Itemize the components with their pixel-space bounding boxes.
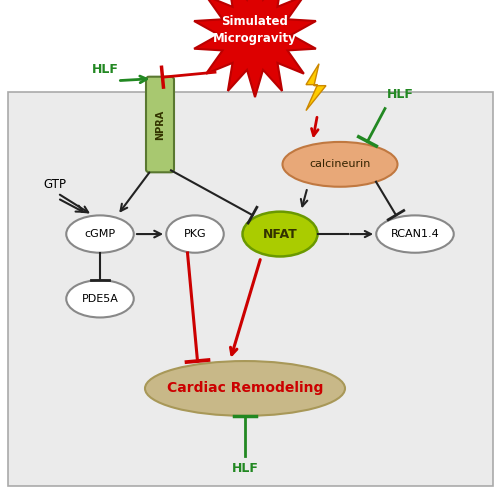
Text: PDE5A: PDE5A <box>82 294 118 304</box>
Text: GTP: GTP <box>44 178 66 191</box>
Ellipse shape <box>242 212 318 256</box>
Polygon shape <box>306 64 326 111</box>
Text: HLF: HLF <box>232 462 258 475</box>
Ellipse shape <box>166 215 224 252</box>
Text: Cardiac Remodeling: Cardiac Remodeling <box>167 381 323 395</box>
Ellipse shape <box>66 280 134 318</box>
Text: cGMP: cGMP <box>84 229 116 239</box>
Ellipse shape <box>282 142 398 187</box>
Text: RCAN1.4: RCAN1.4 <box>390 229 440 239</box>
Ellipse shape <box>376 215 454 252</box>
Text: NFAT: NFAT <box>262 228 298 241</box>
FancyBboxPatch shape <box>8 92 492 486</box>
Ellipse shape <box>66 215 134 252</box>
Text: calcineurin: calcineurin <box>310 159 370 169</box>
Text: PKG: PKG <box>184 229 206 239</box>
Text: NPRA: NPRA <box>155 110 165 139</box>
Text: HLF: HLF <box>386 88 413 101</box>
FancyBboxPatch shape <box>146 77 174 172</box>
Text: HLF: HLF <box>92 63 118 76</box>
Ellipse shape <box>145 361 345 416</box>
Polygon shape <box>194 0 316 97</box>
Text: Simulated
Microgravity: Simulated Microgravity <box>213 15 297 45</box>
